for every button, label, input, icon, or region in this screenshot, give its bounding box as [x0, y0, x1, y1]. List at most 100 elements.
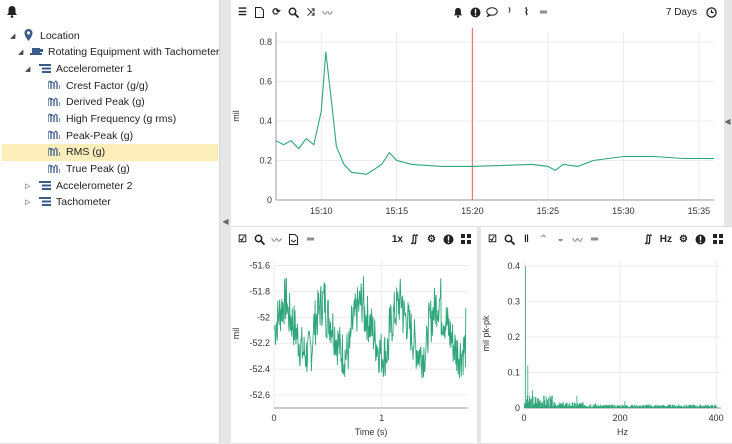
tree-node-measurement[interactable]: RMS (g) [2, 143, 218, 161]
expand-triangle-icon[interactable]: ▷ [25, 198, 31, 206]
collapse-triangle-icon[interactable]: ◢ [25, 65, 31, 73]
tree-node-label: Peak-Peak (g) [66, 129, 134, 142]
y-tick-label: 0.2 [507, 332, 520, 342]
y-tick-label: 0.2 [259, 155, 272, 165]
tree-node-measurement[interactable]: High Frequency (g rms) [2, 110, 218, 127]
y-tick-label: -52.6 [249, 390, 270, 400]
waveform-panel: ☑ 〰 ═ 1x ∬ ⚙ -51.6 -51.8 -52 -52.2 -52.4 -52.… [231, 226, 477, 443]
clock-icon[interactable] [703, 4, 720, 21]
expand-triangle-icon[interactable]: ▷ [25, 182, 31, 190]
tree-node-tachometer[interactable]: ▷ Tachometer [0, 193, 219, 210]
waveform-icon[interactable]: 〰 [572, 235, 583, 247]
tree-node-measurement[interactable]: True Peak (g) [2, 161, 218, 178]
trend-chart[interactable]: 0 0.2 0.4 0.6 0.8 15:10 15:15 15:20 15:25 15:30 15… [231, 24, 724, 226]
zoom-icon[interactable] [501, 231, 518, 248]
asset-tree-panel: ◢ Location ◢ Rotating Equipment with Tac… [0, 0, 220, 443]
x-tick-label: 400 [709, 413, 724, 423]
collapse-left-panel-handle[interactable]: ◀ [222, 216, 229, 226]
y-tick-label: -52.4 [249, 364, 270, 374]
tree-node-equipment[interactable]: ◢ Rotating Equipment with Tachometer [0, 43, 219, 60]
pulse-icon[interactable]: ⌇ [523, 6, 529, 18]
y-tick-label: 0.6 [259, 76, 272, 86]
tree-node-label: Derived Peak (g) [66, 96, 145, 109]
bell-icon[interactable] [6, 5, 20, 19]
gear-icon[interactable]: ⚙ [427, 233, 436, 245]
feed-icon[interactable]: ⁾ [508, 6, 511, 18]
tree-node-measurement[interactable]: Crest Factor (g/g) [2, 77, 218, 94]
spectrum-toolbar: ☑ ‖ ⌃ ◒ 〰 ═ ∬ Hz ⚙ [481, 227, 732, 251]
spectrum-chart[interactable]: 0 0.1 0.2 0.3 0.4 0 200 400 Hz mil pk-pk [481, 251, 732, 444]
menu-icon[interactable]: ☰ [238, 6, 247, 18]
tree-node-label: RMS (g) [66, 146, 106, 159]
collapse-right-panel-handle[interactable]: ◀ [724, 116, 731, 126]
grid-icon[interactable] [709, 231, 726, 248]
tree-node-measurement[interactable]: Derived Peak (g) [2, 94, 218, 111]
x-tick-label: 1 [379, 413, 384, 423]
x-tick-label: 200 [613, 413, 628, 423]
peak-icon[interactable]: ⌃ [539, 233, 548, 245]
gauge-icon[interactable]: ◒ [557, 233, 564, 245]
y-tick-label: -52 [257, 312, 270, 322]
export-icon[interactable] [285, 231, 302, 248]
document-icon[interactable] [251, 4, 268, 21]
equipment-icon [30, 46, 43, 59]
measurement-icon [47, 96, 61, 110]
equals-icon[interactable]: ═ [590, 233, 599, 245]
playback-speed-label[interactable]: 1x [391, 233, 403, 245]
shuffle-icon[interactable]: ⤨ [306, 6, 315, 18]
sensor-icon [39, 64, 51, 76]
info-icon[interactable] [440, 231, 457, 248]
info-icon[interactable] [467, 4, 484, 21]
collapse-triangle-icon[interactable]: ◢ [18, 48, 24, 56]
tree-node-accelerometer-1[interactable]: ◢ Accelerometer 1 [0, 60, 219, 77]
y-tick-label: 0 [267, 195, 272, 205]
x-tick-label: 15:20 [461, 206, 484, 216]
waveform-toolbar: ☑ 〰 ═ 1x ∬ ⚙ [231, 227, 477, 251]
x-axis-label: Hz [617, 427, 628, 437]
waveform-chart[interactable]: -51.6 -51.8 -52 -52.2 -52.4 -52.6 0 1 Time (s) mi… [231, 251, 477, 444]
trend-panel: ☰ ⟳ ⤨ 〰 ⁾ ⌇ ═ 7 Days 0 0.2 0.4 0.6 0.8 15:10 1… [231, 0, 724, 226]
gear-icon[interactable]: ⚙ [679, 233, 688, 245]
grid-icon[interactable] [457, 231, 474, 248]
waveform-series-line [274, 276, 467, 379]
collapse-triangle-icon[interactable]: ◢ [10, 32, 16, 40]
tree-node-accelerometer-2[interactable]: ▷ Accelerometer 2 [0, 177, 219, 194]
zoom-icon[interactable] [251, 231, 268, 248]
equals-icon[interactable]: ═ [539, 6, 547, 18]
waveform-icon[interactable]: 〰 [322, 8, 333, 20]
checkbox-icon[interactable]: ☑ [488, 233, 497, 245]
y-tick-label: 0.1 [507, 368, 520, 378]
measurement-icon [47, 130, 61, 143]
tree-node-location[interactable]: ◢ Location [0, 27, 219, 44]
trend-toolbar: ☰ ⟳ ⤨ 〰 ⁾ ⌇ ═ 7 Days [231, 0, 724, 24]
equals-icon[interactable]: ═ [306, 233, 315, 245]
y-tick-label: 0 [515, 403, 520, 413]
x-tick-label: 15:10 [310, 206, 333, 216]
x-tick-label: 15:25 [537, 206, 560, 216]
y-axis-label: mil [231, 110, 241, 122]
alarm-bell-icon[interactable] [450, 4, 467, 21]
checkbox-icon[interactable]: ☑ [238, 233, 247, 245]
x-tick-label: 0 [521, 413, 526, 423]
waveform-icon[interactable]: 〰 [271, 235, 282, 247]
cursor-pair-icon[interactable]: ‖ [524, 233, 529, 245]
measurement-icon [47, 147, 61, 160]
integral-icon[interactable]: ∬ [644, 233, 653, 245]
integral-icon[interactable]: ∬ [410, 233, 419, 245]
location-pin-icon [24, 29, 33, 44]
y-axis-label: mil pk-pk [481, 315, 491, 352]
tree-node-label: Tachometer [56, 195, 111, 208]
tree-node-label: High Frequency (g rms) [66, 112, 177, 125]
tree-node-label: Accelerometer 1 [56, 62, 133, 75]
tree-node-measurement[interactable]: Peak-Peak (g) [2, 127, 218, 144]
spectrum-panel: ☑ ‖ ⌃ ◒ 〰 ═ ∬ Hz ⚙ 0 0.1 0.2 0.3 0.4 0 200 400 H… [481, 226, 732, 443]
zoom-icon[interactable] [285, 4, 302, 21]
info-icon[interactable] [692, 231, 709, 248]
y-tick-label: -51.6 [249, 260, 270, 270]
comment-icon[interactable] [484, 4, 501, 21]
time-range-label[interactable]: 7 Days [665, 6, 697, 18]
y-tick-label: -51.8 [249, 286, 270, 296]
refresh-icon[interactable]: ⟳ [272, 6, 281, 18]
frequency-unit-label[interactable]: Hz [659, 233, 672, 245]
x-tick-label: 15:35 [688, 206, 711, 216]
